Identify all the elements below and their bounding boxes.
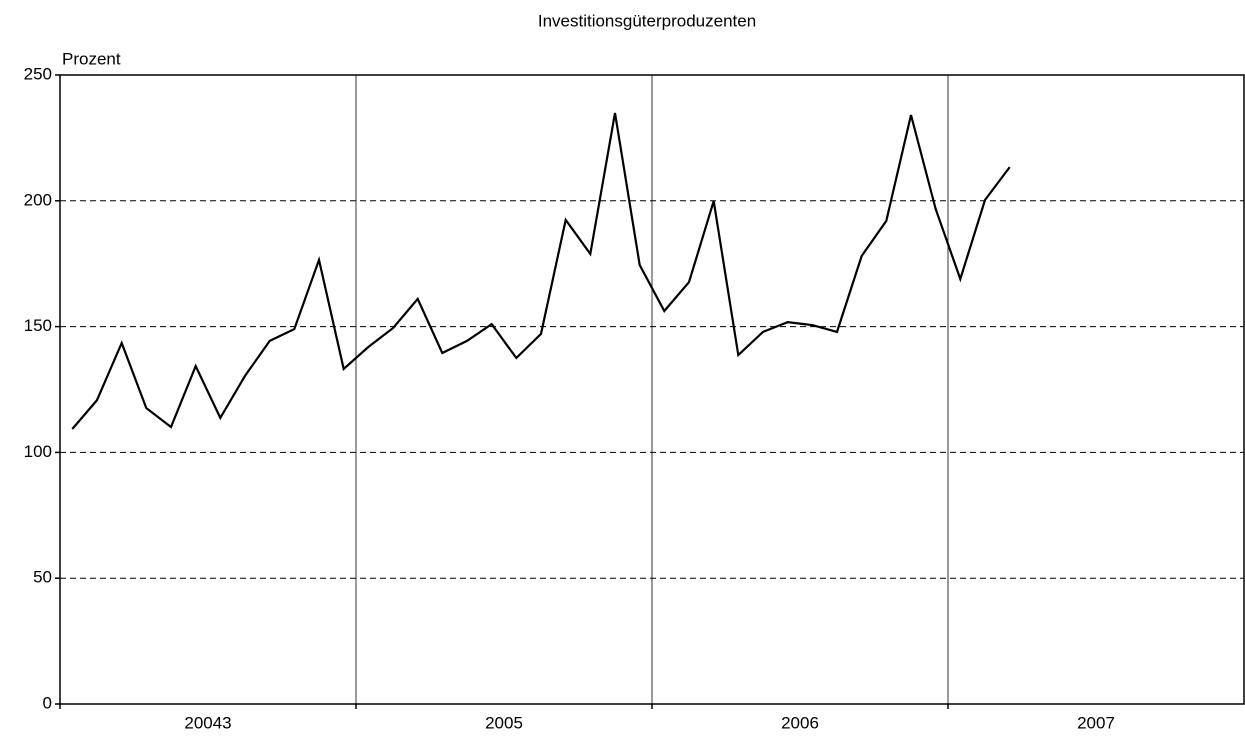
x-tick-label: 2006	[781, 713, 819, 732]
y-tick-label: 50	[33, 568, 52, 587]
y-tick-label: 200	[24, 190, 52, 209]
y-tick-label: 0	[43, 693, 52, 712]
x-tick-label: 2005	[485, 713, 523, 732]
y-axis-label: Prozent	[62, 49, 121, 68]
y-tick-label: 150	[24, 316, 52, 335]
data-line	[71, 112, 1011, 430]
x-tick-label: 20043	[184, 713, 231, 732]
y-tick-label: 100	[24, 442, 52, 461]
y-tick-label: 250	[24, 64, 52, 83]
x-tick-label: 2007	[1077, 713, 1115, 732]
chart-title: Investitionsgüterproduzenten	[538, 11, 756, 30]
